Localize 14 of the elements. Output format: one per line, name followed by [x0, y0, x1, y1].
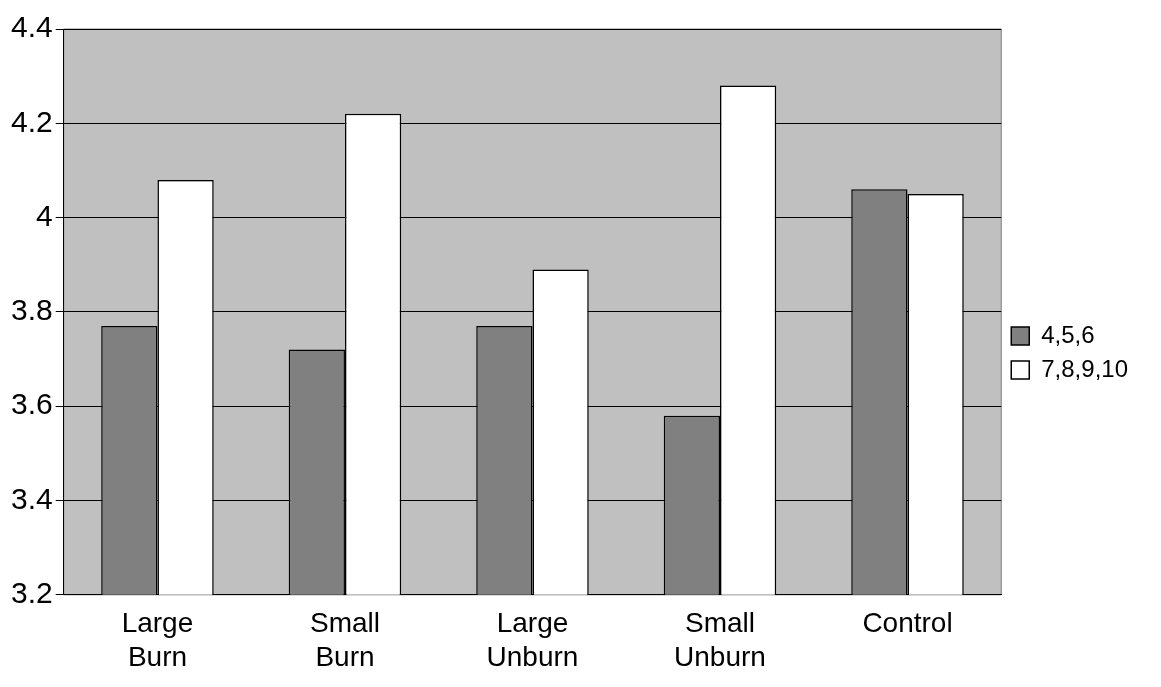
y-tick-label: 4	[36, 198, 53, 232]
y-tick-label: 3.2	[10, 576, 53, 610]
y-tick-label: 4.2	[10, 104, 53, 138]
x-tick-label: Small Unburn	[674, 607, 766, 672]
y-tick-label: 3.4	[10, 481, 53, 515]
x-tick-label: Large Burn	[121, 607, 194, 672]
y-tick-label: 4.4	[10, 10, 53, 44]
y-tick-label: 3.6	[10, 387, 53, 421]
y-tick-label: 3.8	[10, 293, 53, 327]
legend-label: 7,8,9,10	[1041, 354, 1129, 382]
x-tick-label: Large Unburn	[486, 607, 579, 672]
x-tick-label: Small Burn	[309, 607, 380, 672]
x-tick-label: Control	[862, 607, 953, 639]
legend-label: 4,5,6	[1041, 320, 1095, 348]
